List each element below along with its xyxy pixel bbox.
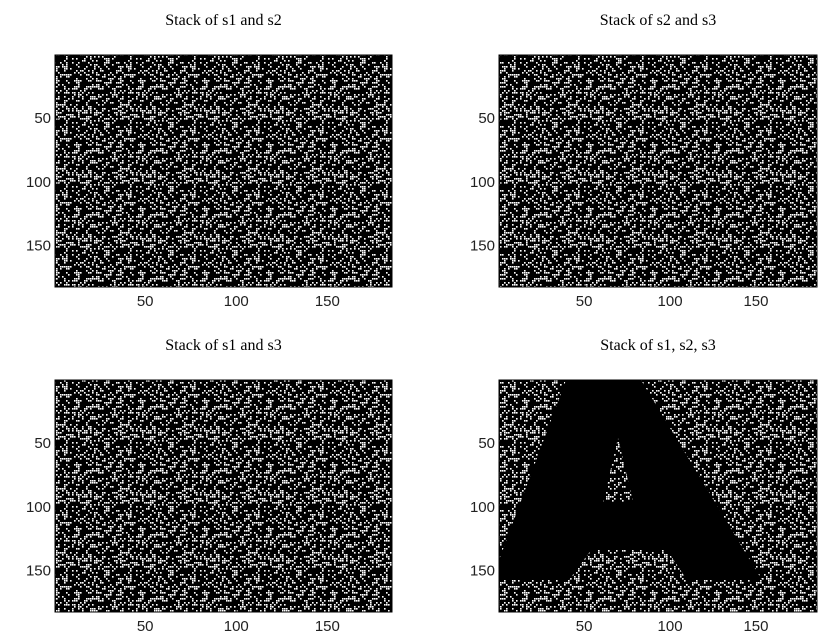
subplot-title: Stack of s1 and s2 [165,12,281,29]
y-tick-label: 50 [478,110,495,127]
axes-box [498,54,818,288]
x-tick-label: 150 [315,293,340,310]
axes-box [54,379,393,613]
y-tick-label: 50 [34,110,51,127]
x-tick-label: 50 [137,618,154,635]
letter-shape [499,380,762,580]
x-tick-label: 100 [224,293,249,310]
x-tick-label: 100 [224,618,249,635]
axes-box [498,379,818,613]
subplot: Stack of s1 and s2 50 100 150 50 100 150 [26,12,393,310]
subplot-title: Stack of s1, s2, s3 [600,337,716,354]
subplot: Stack of s1 and s3 50 100 150 50 100 150 [26,337,393,635]
subplot-title: Stack of s2 and s3 [600,12,716,29]
x-tick-label: 50 [576,293,593,310]
image [55,380,392,612]
x-tick-label: 100 [658,618,683,635]
y-tick-label: 100 [26,499,51,516]
y-tick-label: 50 [478,435,495,452]
x-tick-label: 150 [315,618,340,635]
y-tick-label: 50 [34,435,51,452]
image [499,55,817,287]
y-tick-label: 150 [26,563,51,580]
y-tick-label: 150 [470,563,495,580]
letter-hole [603,438,633,502]
subplot-title: Stack of s1 and s3 [165,337,281,354]
x-tick-label: 150 [743,293,768,310]
y-tick-label: 100 [470,499,495,516]
y-tick-label: 150 [470,238,495,255]
x-tick-label: 50 [137,293,154,310]
axes-box [54,54,393,288]
subplot: Stack of s1, s2, s3 50 100 150 50 100 150 [470,337,818,635]
subplot: Stack of s2 and s3 50 100 150 50 100 150 [470,12,818,310]
image [55,55,392,287]
y-tick-label: 100 [470,174,495,191]
x-tick-label: 50 [576,618,593,635]
x-tick-label: 100 [658,293,683,310]
x-tick-label: 150 [743,618,768,635]
y-tick-label: 150 [26,238,51,255]
y-tick-label: 100 [26,174,51,191]
